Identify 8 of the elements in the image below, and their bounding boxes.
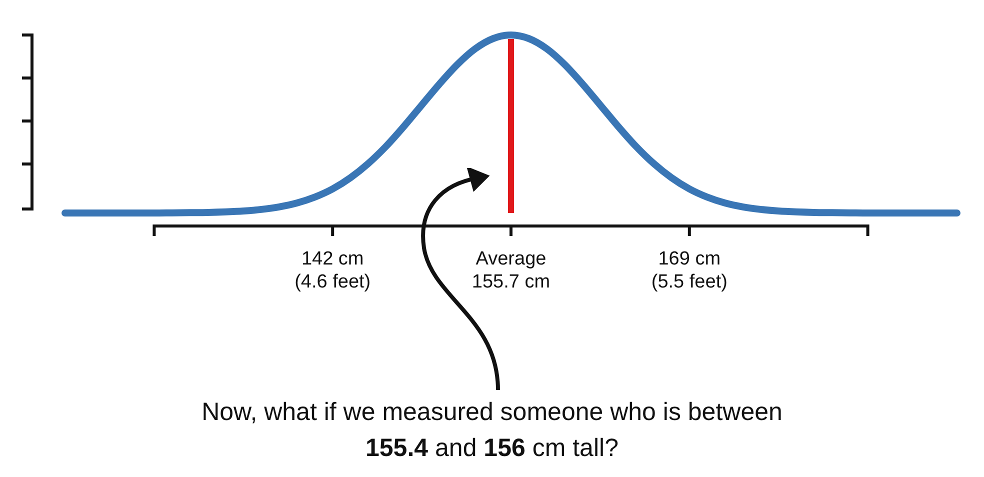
text: Now, what if we measured someone who is between: [202, 398, 782, 426]
x-tick-label: 169 cm (5.5 feet): [651, 248, 728, 292]
x-tick-label: Average 155.7 cm: [472, 248, 550, 292]
x-tick-label: 142 cm (4.6 feet): [294, 248, 371, 292]
text: cm tall?: [531, 434, 618, 462]
text: and: [434, 434, 478, 462]
text: 155.4: [366, 434, 428, 462]
text: 156: [484, 434, 526, 462]
